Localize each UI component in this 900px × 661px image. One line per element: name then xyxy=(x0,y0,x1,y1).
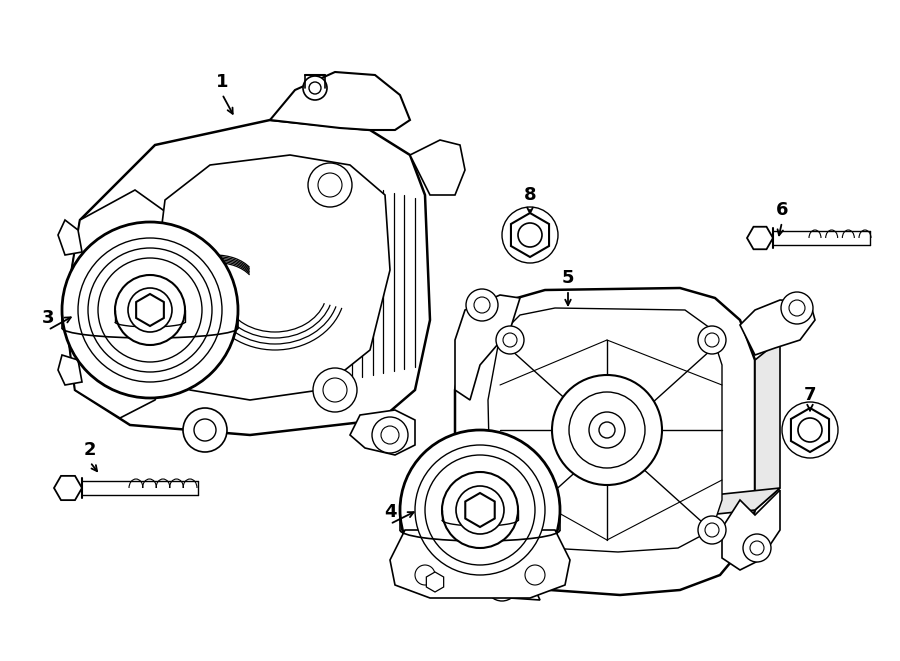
Circle shape xyxy=(599,422,615,438)
Circle shape xyxy=(456,486,504,534)
Circle shape xyxy=(518,223,542,247)
Circle shape xyxy=(115,275,185,345)
Circle shape xyxy=(98,258,202,362)
Polygon shape xyxy=(65,120,430,435)
Circle shape xyxy=(698,516,726,544)
Text: 4: 4 xyxy=(383,503,396,521)
Polygon shape xyxy=(470,488,780,540)
Circle shape xyxy=(425,455,535,565)
Text: 8: 8 xyxy=(524,186,536,204)
Circle shape xyxy=(415,565,435,585)
Circle shape xyxy=(494,577,510,593)
Polygon shape xyxy=(350,410,415,455)
Polygon shape xyxy=(755,340,780,510)
Polygon shape xyxy=(511,213,549,257)
Circle shape xyxy=(194,419,216,441)
Polygon shape xyxy=(488,308,722,552)
Polygon shape xyxy=(58,355,82,385)
Circle shape xyxy=(503,523,517,537)
Polygon shape xyxy=(155,155,390,400)
Polygon shape xyxy=(270,72,410,130)
Circle shape xyxy=(466,289,498,321)
Circle shape xyxy=(781,292,813,324)
Polygon shape xyxy=(410,140,465,195)
Circle shape xyxy=(698,326,726,354)
Polygon shape xyxy=(427,572,444,592)
Circle shape xyxy=(313,368,357,412)
Polygon shape xyxy=(65,190,175,418)
Polygon shape xyxy=(455,295,520,400)
Circle shape xyxy=(318,173,342,197)
Polygon shape xyxy=(390,530,570,598)
Text: 1: 1 xyxy=(216,73,229,91)
Polygon shape xyxy=(58,220,82,255)
Circle shape xyxy=(503,333,517,347)
Circle shape xyxy=(525,565,545,585)
Circle shape xyxy=(183,408,227,452)
Circle shape xyxy=(308,163,352,207)
Circle shape xyxy=(442,472,518,548)
Circle shape xyxy=(789,300,805,316)
Circle shape xyxy=(589,412,625,448)
Circle shape xyxy=(486,569,518,601)
Circle shape xyxy=(372,417,408,453)
Circle shape xyxy=(474,297,490,313)
Polygon shape xyxy=(791,408,829,452)
Circle shape xyxy=(88,248,212,372)
Polygon shape xyxy=(747,227,773,249)
Circle shape xyxy=(303,76,327,100)
Text: 2: 2 xyxy=(84,441,96,459)
Polygon shape xyxy=(136,294,164,326)
Circle shape xyxy=(750,541,764,555)
Circle shape xyxy=(62,222,238,398)
Circle shape xyxy=(323,378,347,402)
Circle shape xyxy=(309,82,321,94)
Circle shape xyxy=(496,516,524,544)
Circle shape xyxy=(381,426,399,444)
Text: 5: 5 xyxy=(562,269,574,287)
Polygon shape xyxy=(455,490,540,600)
Circle shape xyxy=(496,326,524,354)
Polygon shape xyxy=(722,490,780,570)
Circle shape xyxy=(552,375,662,485)
Circle shape xyxy=(705,523,719,537)
Polygon shape xyxy=(465,493,495,527)
Circle shape xyxy=(415,445,545,575)
Circle shape xyxy=(400,430,560,590)
Circle shape xyxy=(743,534,771,562)
Text: 3: 3 xyxy=(41,309,54,327)
Polygon shape xyxy=(740,300,815,355)
Circle shape xyxy=(78,238,222,382)
Polygon shape xyxy=(54,476,82,500)
Polygon shape xyxy=(455,288,755,595)
Circle shape xyxy=(798,418,822,442)
Text: 6: 6 xyxy=(776,201,788,219)
Circle shape xyxy=(502,207,558,263)
Circle shape xyxy=(705,333,719,347)
Circle shape xyxy=(782,402,838,458)
Circle shape xyxy=(569,392,645,468)
Text: 7: 7 xyxy=(804,386,816,404)
Circle shape xyxy=(128,288,172,332)
